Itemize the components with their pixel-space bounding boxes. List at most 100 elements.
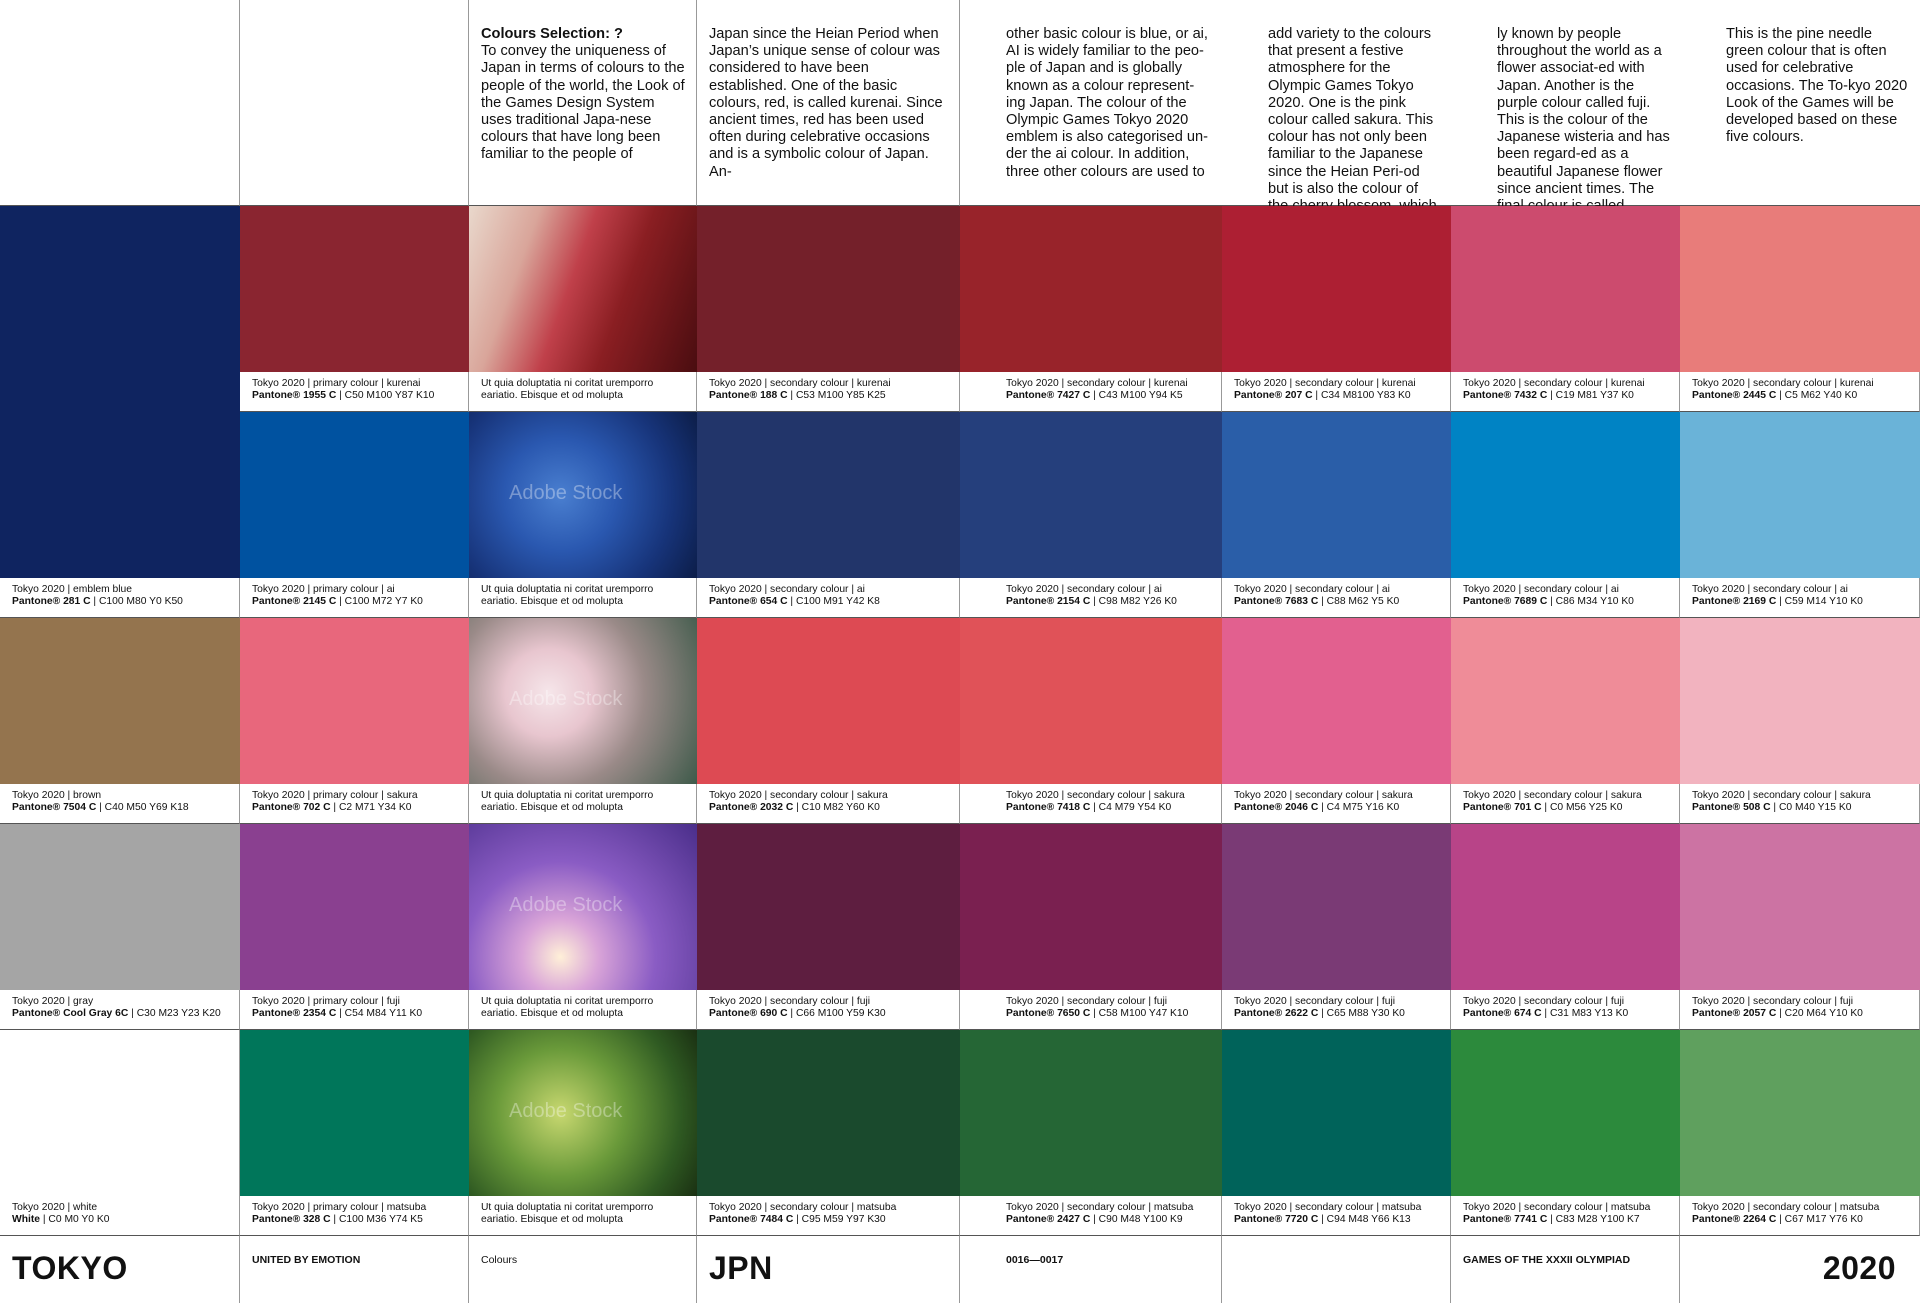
color-name: Tokyo 2020 | secondary colour | ai [1234,584,1390,595]
pantone-code: White [12,1213,41,1225]
color-name: Tokyo 2020 | secondary colour | sakura [1692,790,1871,801]
pantone-code: Pantone® 188 C [709,389,788,401]
cmyk-values: | C31 M83 Y13 K0 [1541,1007,1629,1019]
color-label: Tokyo 2020 | primary colour | ai Pantone®… [240,578,469,618]
photo-caption: Ut quia doluptatia ni coritat uremporro … [469,1196,697,1236]
photo-caption: Ut quia doluptatia ni coritat uremporro … [469,372,697,412]
color-spec: Pantone® 7484 C | C95 M59 Y97 K30 [709,1214,949,1226]
color-spec: Pantone® 1955 C | C50 M100 Y87 K10 [252,390,458,402]
color-name: Tokyo 2020 | secondary colour | sakura [709,790,888,801]
pantone-code: Pantone® 7418 C [1006,801,1091,813]
color-label: Tokyo 2020 | secondary colour | kurenai P… [960,372,1222,412]
color-swatch [1451,618,1680,784]
pantone-code: Pantone® 690 C [709,1007,788,1019]
color-label: Tokyo 2020 | secondary colour | sakura Pa… [697,784,960,824]
color-swatch [1680,618,1920,784]
color-label: Tokyo 2020 | secondary colour | ai Panton… [1222,578,1451,618]
cmyk-values: | C54 M84 Y11 K0 [336,1007,423,1019]
color-label: Tokyo 2020 | primary colour | fuji Panton… [240,990,469,1030]
color-spec: Pantone® 7720 C | C94 M48 Y66 K13 [1234,1214,1440,1226]
color-label: Tokyo 2020 | secondary colour | fuji Pant… [1451,990,1680,1030]
color-spec: Pantone® 2032 C | C10 M82 Y60 K0 [709,802,949,814]
color-swatch [240,412,469,578]
color-swatch [240,824,469,990]
photo-pine-needles: Adobe Stock [469,1030,697,1196]
color-spec: Pantone® 2046 C | C4 M75 Y16 K0 [1234,802,1440,814]
color-name: Tokyo 2020 | primary colour | matsuba [252,1202,427,1213]
cmyk-values: | C53 M100 Y85 K25 [787,389,886,401]
color-swatch [1222,1030,1451,1196]
color-spec: Pantone® 7689 C | C86 M34 Y10 K0 [1463,596,1669,608]
color-name: Tokyo 2020 | gray [12,996,94,1007]
color-name: Tokyo 2020 | primary colour | ai [252,584,395,595]
header-text-column: ly known by people throughout the world … [1451,0,1680,231]
color-name: Tokyo 2020 | secondary colour | fuji [1463,996,1625,1007]
cmyk-values: | C34 M8100 Y83 K0 [1312,389,1411,401]
color-spec: Pantone® 7741 C | C83 M28 Y100 K7 [1463,1214,1669,1226]
pantone-code: Pantone® 7683 C [1234,595,1319,607]
color-name: Tokyo 2020 | secondary colour | kurenai [1463,378,1645,389]
photo-blue-yarn: Adobe Stock [469,412,697,578]
cmyk-values: | C83 M28 Y100 K7 [1547,1213,1640,1225]
color-swatch [960,1030,1222,1196]
color-swatch [1222,824,1451,990]
pantone-code: Pantone® 281 C [12,595,91,607]
color-spec: Pantone® 2169 C | C59 M14 Y10 K0 [1692,596,1909,608]
cmyk-values: | C0 M40 Y15 K0 [1770,801,1852,813]
pantone-code: Pantone® 1955 C [252,389,337,401]
color-name: Tokyo 2020 | primary colour | kurenai [252,378,421,389]
footer-empty [1222,1236,1451,1303]
color-swatch [1451,206,1680,372]
color-label: Tokyo 2020 | primary colour | sakura Pant… [240,784,469,824]
color-label: Tokyo 2020 | secondary colour | sakura Pa… [1222,784,1451,824]
header-text-column: other basic colour is blue, or ai, AI is… [960,0,1222,206]
color-label: Tokyo 2020 | secondary colour | kurenai P… [1451,372,1680,412]
color-swatch [0,1030,240,1196]
color-swatch [697,1030,960,1196]
cmyk-values: | C4 M75 Y16 K0 [1318,801,1400,813]
color-spec: Pantone® 7650 C | C58 M100 Y47 K10 [1006,1008,1211,1020]
cmyk-values: | C4 M79 Y54 K0 [1090,801,1172,813]
pantone-code: Pantone® 7432 C [1463,389,1548,401]
cmyk-values: | C19 M81 Y37 K0 [1547,389,1634,401]
color-spec: Pantone® 7432 C | C19 M81 Y37 K0 [1463,390,1669,402]
color-name: Tokyo 2020 | secondary colour | matsuba [1463,1202,1651,1213]
pantone-code: Pantone® 2354 C [252,1007,337,1019]
cmyk-values: | C59 M14 Y10 K0 [1776,595,1863,607]
photo-red-fabric [469,206,697,372]
pantone-code: Pantone® 7427 C [1006,389,1091,401]
cmyk-values: | C5 M62 Y40 K0 [1776,389,1858,401]
color-label: Tokyo 2020 | secondary colour | fuji Pant… [960,990,1222,1030]
header-empty [240,0,469,206]
color-name: Tokyo 2020 | secondary colour | fuji [1006,996,1168,1007]
color-name: Tokyo 2020 | secondary colour | sakura [1463,790,1642,801]
pantone-code: Pantone® 328 C [252,1213,331,1225]
color-name: Tokyo 2020 | primary colour | fuji [252,996,400,1007]
color-label: Tokyo 2020 | secondary colour | fuji Pant… [697,990,960,1030]
color-swatch [697,824,960,990]
cmyk-values: | C100 M36 Y74 K5 [330,1213,423,1225]
color-spec: Pantone® 2622 C | C65 M88 Y30 K0 [1234,1008,1440,1020]
color-name: Tokyo 2020 | secondary colour | ai [709,584,865,595]
color-label: Tokyo 2020 | secondary colour | kurenai P… [1680,372,1920,412]
color-swatch [697,412,960,578]
header-text-column: add variety to the colours that present … [1222,0,1451,231]
pantone-code: Pantone® 2046 C [1234,801,1319,813]
swatch-emblem-blue [0,206,240,578]
cmyk-values: | C65 M88 Y30 K0 [1318,1007,1405,1019]
color-spec: Pantone® 2264 C | C67 M17 Y76 K0 [1692,1214,1909,1226]
cmyk-values: | C100 M80 Y0 K50 [90,595,183,607]
color-name: Tokyo 2020 | brown [12,790,102,801]
pantone-code: Pantone® 674 C [1463,1007,1542,1019]
cmyk-values: | C100 M91 Y42 K8 [787,595,880,607]
body-text: To convey the uniqueness of Japan in ter… [481,43,685,163]
color-label: Tokyo 2020 | secondary colour | kurenai P… [697,372,960,412]
watermark: Adobe Stock [509,894,623,916]
pantone-code: Pantone® 207 C [1234,389,1313,401]
cmyk-values: | C58 M100 Y47 K10 [1090,1007,1189,1019]
color-swatch [1680,1030,1920,1196]
cmyk-values: | C40 M50 Y69 K18 [96,801,189,813]
footer-tokyo: TOKYO [0,1236,240,1303]
header-intro: Colours Selection: ? To convey the unique… [469,0,697,206]
